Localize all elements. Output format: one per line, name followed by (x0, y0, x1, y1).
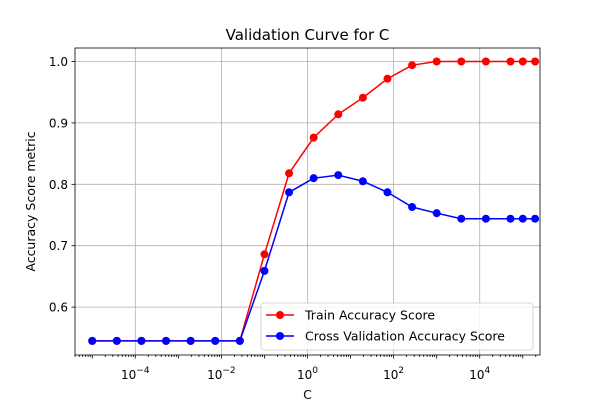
data-point-cv (334, 171, 343, 180)
data-point-cv (260, 266, 269, 275)
chart-title: Validation Curve for C (226, 26, 390, 44)
data-point-cv (457, 214, 466, 223)
data-point-cv (531, 214, 540, 223)
data-point-cv (408, 203, 417, 212)
x-tick-label: 104 (469, 366, 490, 382)
legend-marker-train (276, 311, 284, 319)
data-point-train (518, 57, 527, 66)
x-tick-exponent: 0 (312, 366, 318, 376)
x-tick-base: 10 (383, 368, 398, 382)
legend-label-cv: Cross Validation Accuracy Score (305, 329, 505, 344)
data-point-cv (518, 214, 527, 223)
data-point-train (531, 57, 540, 66)
y-tick-label: 0.9 (49, 116, 68, 130)
y-axis-label: Accuracy Score metric (23, 131, 38, 271)
x-tick-label: 102 (383, 366, 404, 382)
data-point-cv (309, 174, 318, 183)
y-tick-label: 1.0 (49, 55, 68, 69)
x-axis-label: C (303, 387, 312, 400)
x-tick-exponent: −4 (136, 366, 150, 376)
data-point-cv (162, 336, 171, 345)
legend-marker-cv (276, 332, 284, 340)
series-layer (88, 57, 540, 345)
data-point-cv (186, 336, 195, 345)
data-point-train (408, 61, 417, 70)
legend-box (260, 302, 534, 351)
data-point-train (260, 250, 269, 259)
x-tick-exponent: −2 (222, 366, 235, 376)
data-point-train (506, 57, 515, 66)
x-tick-exponent: 2 (398, 366, 404, 376)
data-point-train (309, 133, 318, 142)
x-tick-base: 10 (207, 368, 222, 382)
data-point-cv (112, 336, 121, 345)
x-tick-label: 100 (297, 366, 318, 382)
data-point-train (334, 110, 343, 119)
data-point-train (285, 169, 294, 178)
data-point-cv (137, 336, 146, 345)
x-tick-label: 10−2 (207, 366, 236, 382)
x-tick-base: 10 (297, 368, 312, 382)
data-point-train (432, 57, 441, 66)
data-point-cv (88, 336, 97, 345)
data-point-train (358, 93, 367, 102)
data-point-train (481, 57, 490, 66)
data-point-cv (235, 336, 244, 345)
data-point-train (383, 74, 392, 83)
data-point-cv (481, 214, 490, 223)
y-tick-label: 0.6 (49, 301, 68, 315)
x-tick-base: 10 (469, 368, 484, 382)
y-tick-label: 0.8 (49, 178, 68, 192)
data-point-cv (358, 177, 367, 186)
data-point-cv (506, 214, 515, 223)
data-point-cv (285, 188, 294, 197)
y-tick-label: 0.7 (49, 239, 68, 253)
data-point-cv (383, 188, 392, 197)
data-point-train (457, 57, 466, 66)
data-point-cv (432, 209, 441, 218)
legend-label-train: Train Accuracy Score (304, 308, 435, 323)
legend: Train Accuracy Score Cross Validation Ac… (260, 302, 534, 351)
x-tick-exponent: 4 (485, 366, 491, 376)
x-tick-base: 10 (121, 368, 136, 382)
x-tick-label: 10−4 (121, 366, 150, 382)
series-line-cv (92, 174, 536, 342)
data-point-cv (211, 336, 220, 345)
